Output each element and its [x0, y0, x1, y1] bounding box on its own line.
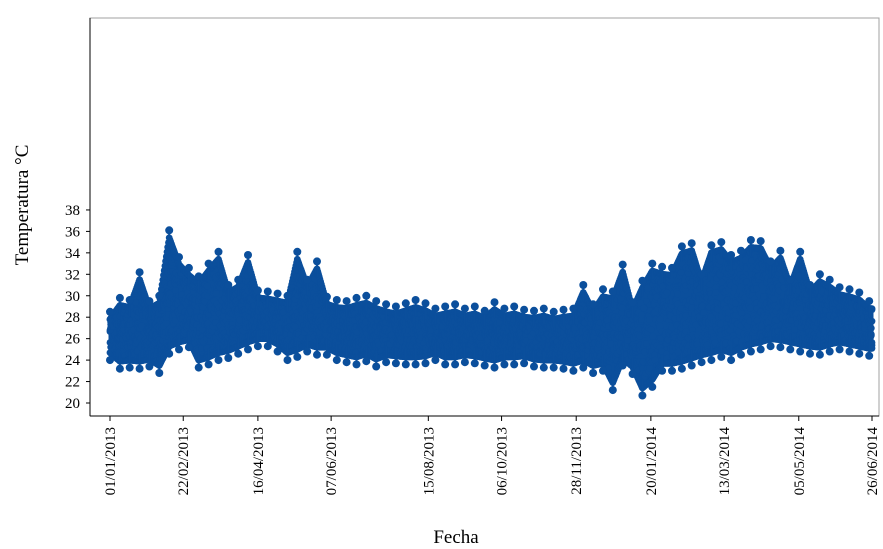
data-point: [638, 311, 646, 319]
temperature-series: [106, 226, 876, 400]
data-point: [647, 326, 655, 333]
data-point: [132, 299, 140, 306]
data-point: [236, 316, 244, 324]
data-point: [643, 340, 650, 347]
data-point: [607, 340, 615, 348]
data-point: [618, 304, 626, 312]
data-point: [172, 287, 179, 294]
data-point: [203, 282, 211, 290]
data-point: [162, 319, 170, 327]
data-point: [624, 337, 631, 344]
data-point: [204, 319, 212, 327]
data-point: [198, 326, 206, 334]
data-point: [677, 269, 685, 276]
data-point: [649, 332, 657, 340]
data-point: [198, 345, 206, 352]
data-point: [640, 304, 648, 312]
data-point: [138, 322, 146, 330]
data-point: [663, 289, 671, 297]
data-point: [646, 316, 653, 323]
data-point: [674, 290, 681, 298]
data-point: [212, 290, 220, 297]
data-point: [115, 349, 122, 357]
data-point: [688, 304, 696, 312]
data-point: [677, 305, 685, 312]
